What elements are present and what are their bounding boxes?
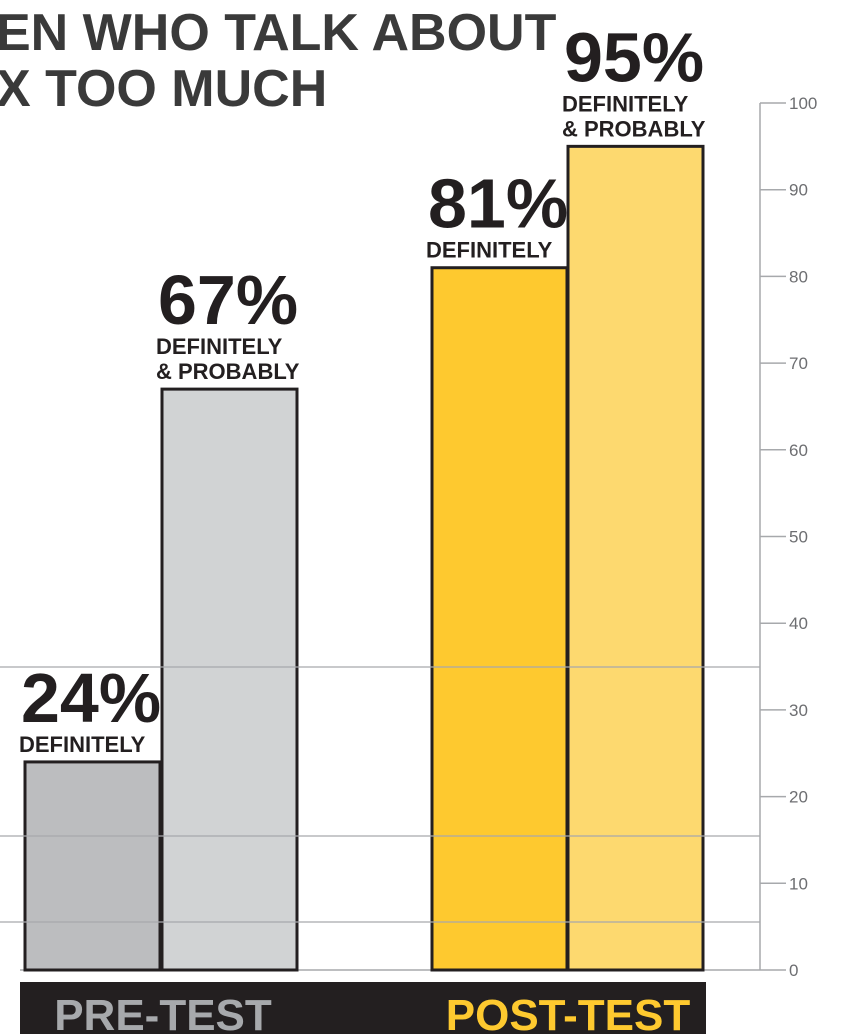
category-band-bg [20,982,706,1034]
chart-title-line-1: EN WHO TALK ABOUT [0,4,557,62]
bar-value-label: 24% [21,659,161,737]
bar-post-test-definitely [430,266,569,972]
y-tick-label: 30 [789,701,808,720]
bar-sublabel: DEFINITELY [19,732,146,757]
bar-sublabel: DEFINITELY [562,91,689,116]
bar-pre-test-definitely-probably [160,387,299,972]
bar-post-test-definitely-probably [566,144,705,972]
y-tick-label: 0 [789,961,798,980]
chart-title-line-2: X TOO MUCH [0,60,327,118]
y-tick-label: 50 [789,528,808,547]
y-tick-label: 10 [789,874,808,893]
bar-value-label: 95% [564,18,704,96]
bar-value-label: 67% [158,261,298,339]
y-tick-label: 20 [789,788,808,807]
bar-sublabel: & PROBABLY [156,359,300,384]
bar-pre-test-definitely [23,760,162,972]
y-tick-label: 70 [789,354,808,373]
y-axis: 0 10 20 30 40 50 60 70 80 90 100 [20,94,817,980]
x-category-label: POST-TEST [446,991,691,1034]
y-tick-label: 60 [789,441,808,460]
bar-sublabel: & PROBABLY [562,116,706,141]
y-tick-label: 40 [789,614,808,633]
bar-sublabel: DEFINITELY [426,238,553,263]
bars [0,144,760,972]
category-band: PRE-TEST POST-TEST [20,982,706,1034]
y-tick-label: 90 [789,181,808,200]
bar-sublabel: DEFINITELY [156,334,283,359]
x-category-label: PRE-TEST [54,991,272,1034]
y-tick-label: 80 [789,267,808,286]
y-tick-label: 100 [789,94,817,113]
bar-value-label: 81% [428,165,568,243]
